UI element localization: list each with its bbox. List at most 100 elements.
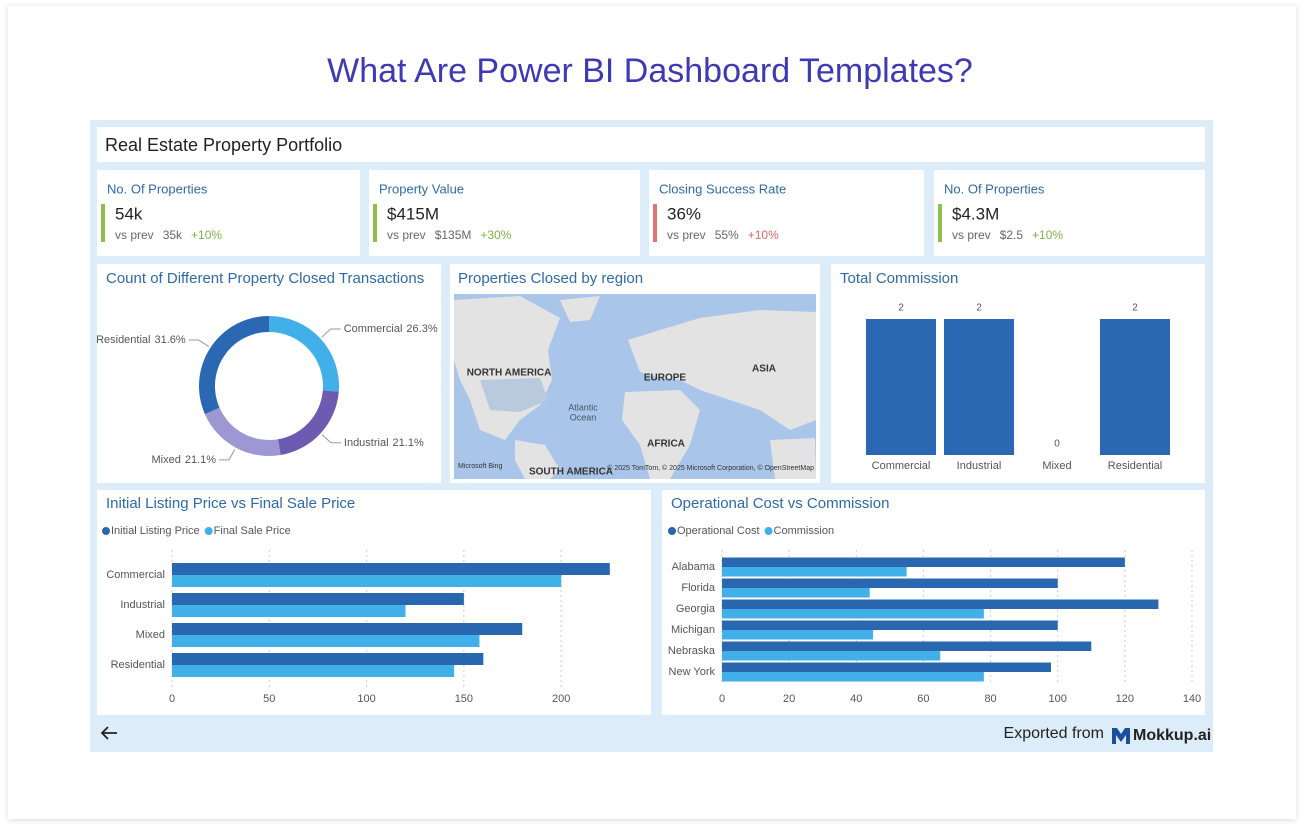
y-tick-label: Commercial xyxy=(106,569,165,581)
x-tick-label: Mixed xyxy=(1042,460,1071,472)
data-label: 2 xyxy=(898,303,904,314)
brand-logo xyxy=(1112,728,1130,744)
kpi-prev-label: vs prev xyxy=(115,228,154,242)
x-tick-label: 100 xyxy=(357,693,375,705)
bar xyxy=(722,620,1058,630)
bar xyxy=(722,672,984,682)
bar xyxy=(172,623,523,635)
bar xyxy=(172,653,484,665)
x-tick-label: 140 xyxy=(1183,693,1201,705)
kpi-card xyxy=(649,170,924,256)
back-arrow[interactable] xyxy=(100,726,117,740)
legend-label: Final Sale Price xyxy=(214,525,291,537)
y-tick-label: Florida xyxy=(681,582,716,594)
x-tick-label: 40 xyxy=(850,693,862,705)
kpi-prev: 55% xyxy=(715,228,739,242)
data-label-category: Mixed xyxy=(151,454,180,466)
bar xyxy=(722,588,870,598)
legend-label: Initial Listing Price xyxy=(111,525,200,537)
data-label: Mixed 21.1% xyxy=(151,454,216,466)
legend-swatch xyxy=(668,527,676,535)
bar xyxy=(722,567,907,577)
legend-swatch xyxy=(102,527,110,535)
kpi-compare: vs prev 55% +10% xyxy=(667,228,779,242)
kpi-prev: 35k xyxy=(163,228,183,242)
data-label: Industrial 21.1% xyxy=(344,437,424,449)
donut-slice xyxy=(198,316,269,415)
kpi-value: 36% xyxy=(667,204,701,223)
kpi-value: $4.3M xyxy=(952,204,999,223)
x-tick-label: 100 xyxy=(1049,693,1067,705)
x-tick-label: 20 xyxy=(783,693,795,705)
data-label-category: Commercial xyxy=(344,323,403,335)
x-tick-label: 60 xyxy=(917,693,929,705)
data-label: Commercial 26.3% xyxy=(344,323,438,335)
data-label-category: Residential xyxy=(96,334,150,346)
donut-slice xyxy=(204,407,281,456)
x-tick-label: 150 xyxy=(455,693,473,705)
y-tick-label: Michigan xyxy=(671,624,715,636)
kpi-value: 54k xyxy=(115,204,143,223)
bar xyxy=(722,557,1125,567)
y-tick-label: Georgia xyxy=(676,603,716,615)
data-label-value: 31.6% xyxy=(154,334,185,346)
kpi-compare: vs prev $135M +30% xyxy=(387,228,512,242)
kpi-card xyxy=(97,170,360,256)
bar xyxy=(722,662,1051,672)
kpi-indicator xyxy=(938,204,942,242)
map-attribution: © 2025 TomTom, © 2025 Microsoft Corporat… xyxy=(607,464,814,472)
kpi-title: No. Of Properties xyxy=(944,181,1045,196)
leader-line xyxy=(321,328,341,338)
donut-slice xyxy=(269,316,339,392)
leader-line xyxy=(321,434,341,444)
dashboard-title: Real Estate Property Portfolio xyxy=(105,135,342,155)
bar xyxy=(172,593,464,605)
data-label-value: 21.1% xyxy=(185,454,216,466)
footer-brand: Mokkup.ai xyxy=(1133,727,1211,744)
x-tick-label: Residential xyxy=(1108,460,1162,472)
leader-line xyxy=(188,339,210,348)
kpi-prev: $2.5 xyxy=(1000,228,1024,242)
kpi-card xyxy=(934,170,1205,256)
bar xyxy=(722,578,1058,588)
x-tick-label: 50 xyxy=(263,693,275,705)
kpi-title: No. Of Properties xyxy=(107,181,208,196)
x-tick-label: 200 xyxy=(552,693,570,705)
map-title: Properties Closed by region xyxy=(458,270,643,287)
leader-line xyxy=(219,449,236,461)
y-tick-label: Nebraska xyxy=(668,645,716,657)
y-tick-label: Residential xyxy=(111,659,165,671)
kpi-title: Property Value xyxy=(379,181,464,196)
kpi-value: $415M xyxy=(387,204,439,223)
kpi-card xyxy=(369,170,640,256)
dashboard-header xyxy=(97,127,1205,162)
x-tick-label: 0 xyxy=(719,693,725,705)
kpi-indicator xyxy=(101,204,105,242)
data-label: 2 xyxy=(976,303,982,314)
chart-title: Initial Listing Price vs Final Sale Pric… xyxy=(106,495,355,512)
donut-slice xyxy=(277,390,339,456)
map-label: Atlantic xyxy=(568,402,598,412)
x-tick-label: 0 xyxy=(169,693,175,705)
kpi-compare: vs prev $2.5 +10% xyxy=(952,228,1063,242)
map-label: ASIA xyxy=(752,364,776,375)
bar xyxy=(722,609,984,619)
kpi-indicator xyxy=(373,204,377,242)
bar xyxy=(722,641,1092,651)
kpi-prev: $135M xyxy=(435,228,472,242)
x-tick-label: Industrial xyxy=(957,460,1002,472)
legend-label: Operational Cost xyxy=(677,525,760,537)
chart-title-box: Count of Different Property Closed Trans… xyxy=(106,270,425,287)
bar xyxy=(172,563,610,575)
bar xyxy=(172,635,480,647)
map-provider: Microsoft Bing xyxy=(458,463,502,470)
bar xyxy=(722,651,941,661)
bar xyxy=(172,575,562,587)
map-label: SOUTH AMERICA xyxy=(529,467,613,478)
data-label-category: Industrial xyxy=(344,437,389,449)
data-label: 2 xyxy=(1132,303,1138,314)
chart-title: Count of Different Property Closed Trans… xyxy=(106,270,425,287)
x-tick-label: 120 xyxy=(1116,693,1134,705)
y-tick-label: New York xyxy=(669,666,716,678)
data-label: 0 xyxy=(1054,439,1060,450)
